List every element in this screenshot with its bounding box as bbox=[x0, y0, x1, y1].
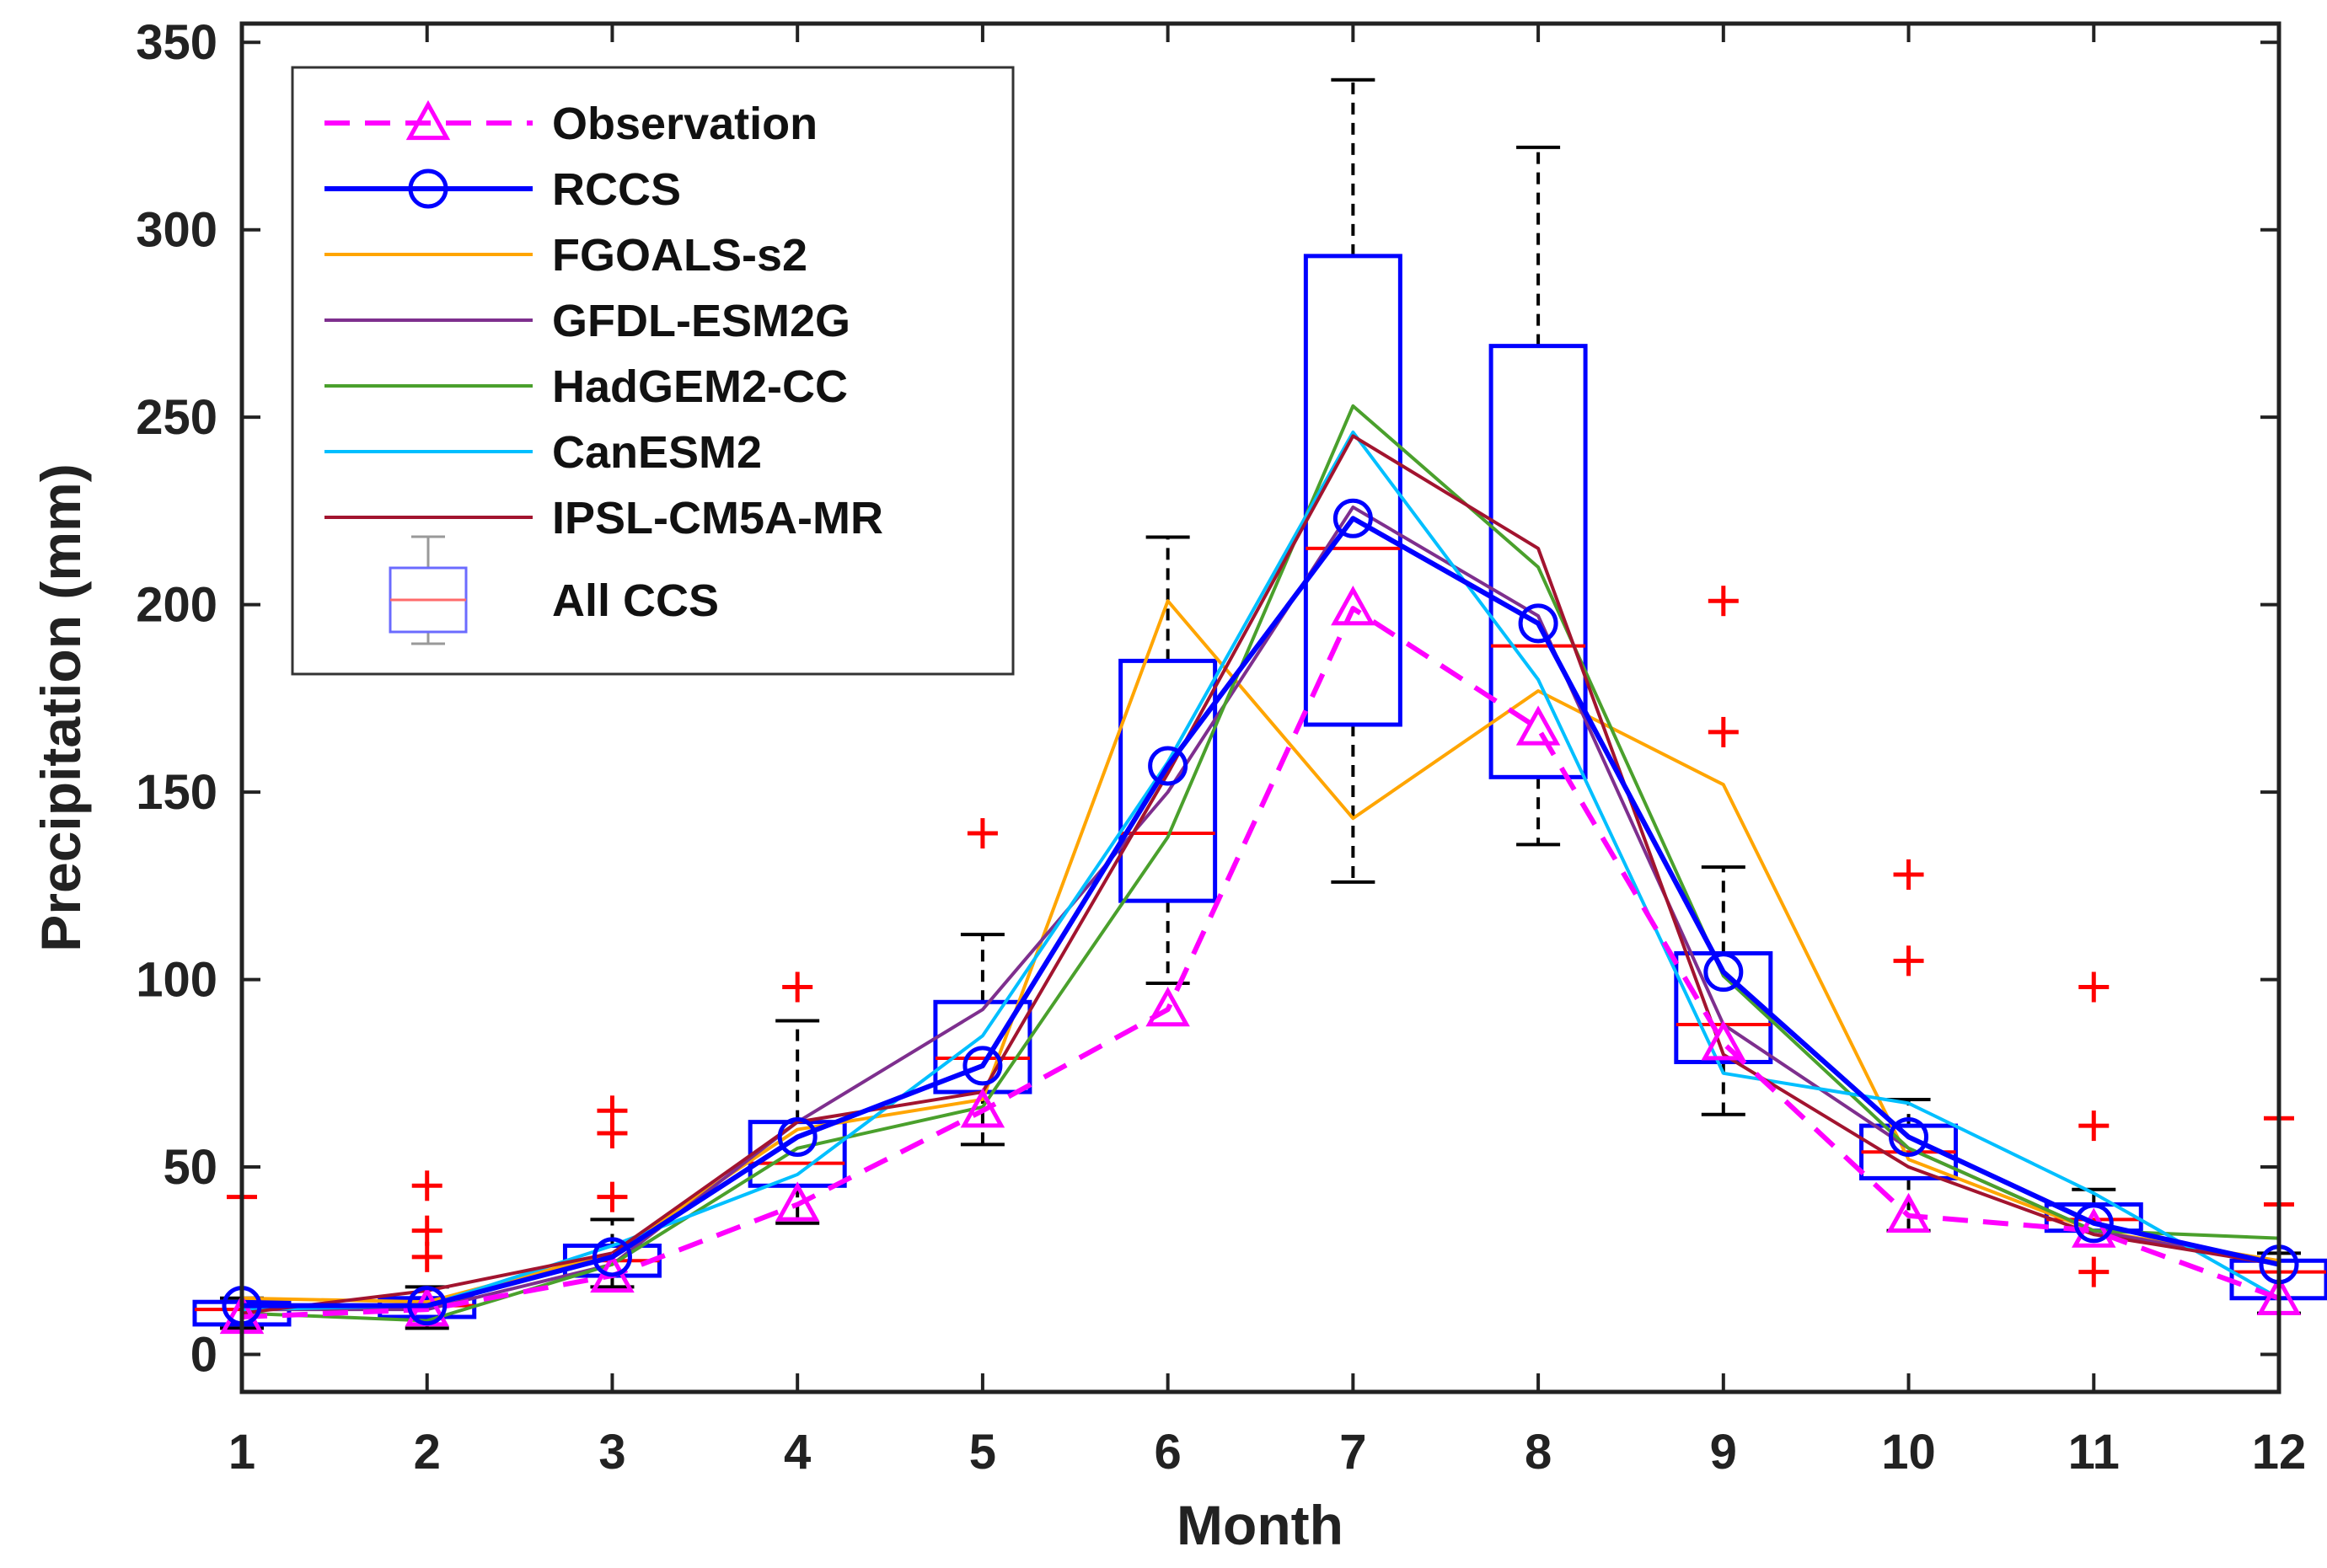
outlier-marker bbox=[1893, 859, 1924, 890]
data-point-triangle bbox=[1515, 705, 1561, 746]
boxplot-group bbox=[192, 78, 2327, 1330]
axis-ticks bbox=[240, 24, 2281, 1392]
legend-label: IPSL-CM5A-MR bbox=[552, 493, 883, 543]
legend-label: All CCS bbox=[552, 575, 719, 626]
legend-entry-hadgem2-cc: HadGEM2-CC bbox=[324, 361, 848, 412]
x-tick-label: 4 bbox=[784, 1425, 811, 1480]
outlier-marker bbox=[597, 1117, 628, 1148]
series-line bbox=[241, 606, 2281, 1320]
outlier-marker bbox=[782, 971, 813, 1003]
data-point-triangle bbox=[1886, 1192, 1931, 1233]
series-line bbox=[241, 599, 2280, 1304]
data-point-circle bbox=[1889, 1116, 1929, 1157]
box-month-8 bbox=[1488, 145, 1588, 847]
series-line bbox=[242, 516, 2280, 1308]
x-tick-label: 12 bbox=[2252, 1425, 2307, 1480]
data-point-circle bbox=[592, 1237, 632, 1277]
legend-entry-all-ccs: All CCS bbox=[389, 535, 719, 645]
data-point-triangle bbox=[775, 1181, 820, 1222]
x-axis-label: Month bbox=[1177, 1494, 1343, 1556]
outlier-marker bbox=[411, 1170, 442, 1201]
legend-label: Observation bbox=[552, 99, 818, 149]
box-iqr bbox=[1488, 344, 1588, 779]
data-point-circle bbox=[1703, 952, 1744, 993]
outlier-marker bbox=[1708, 716, 1739, 747]
x-tick-label: 6 bbox=[1155, 1425, 1182, 1480]
data-point-circle bbox=[962, 1046, 1003, 1086]
x-tick-label: 2 bbox=[414, 1425, 441, 1480]
legend-swatch-triangle bbox=[405, 99, 451, 141]
series-group bbox=[219, 404, 2302, 1335]
legend-label: GFDL-ESM2G bbox=[552, 296, 850, 346]
legend-label: CanESM2 bbox=[552, 427, 762, 478]
legend-label: FGOALS-s2 bbox=[552, 230, 807, 281]
legend-entry-observation: Observation bbox=[324, 99, 818, 149]
x-tick-label: 5 bbox=[969, 1425, 996, 1480]
x-tick-label: 8 bbox=[1525, 1425, 1552, 1480]
y-tick-label: 300 bbox=[136, 203, 217, 258]
outlier-marker bbox=[967, 818, 998, 849]
outlier-marker bbox=[1893, 945, 1924, 977]
y-tick-labels: 0 50 100 150 200 250 300 350 bbox=[136, 15, 217, 1382]
y-tick-label: 250 bbox=[136, 390, 217, 445]
data-point-circle bbox=[777, 1116, 818, 1157]
series-rccs bbox=[222, 498, 2299, 1326]
legend-swatch-circle bbox=[408, 169, 448, 209]
series-line bbox=[241, 430, 2280, 1312]
outlier-marker bbox=[2078, 1256, 2110, 1287]
outlier-marker bbox=[597, 1181, 628, 1212]
legend: Observation RCCS FGOALS-s2 GFDL-ESM2G HadGEM… bbox=[291, 66, 1015, 676]
box-month-7 bbox=[1303, 78, 1402, 884]
series-fgoals-s2 bbox=[241, 599, 2280, 1304]
data-point-circle bbox=[1518, 603, 1558, 644]
legend-entry-ipsl-cm5a-mr: IPSL-CM5A-MR bbox=[324, 493, 883, 543]
outlier-marker bbox=[411, 1241, 442, 1272]
y-tick-label: 350 bbox=[136, 15, 217, 70]
x-tick-label: 7 bbox=[1339, 1425, 1366, 1480]
data-point-circle bbox=[2073, 1203, 2114, 1244]
data-point-circle bbox=[1148, 746, 1188, 786]
plot-frame bbox=[239, 21, 2281, 1394]
series-ipsl-cm5a-mr bbox=[241, 434, 2280, 1315]
series-canesm2 bbox=[241, 430, 2280, 1312]
y-tick-label: 50 bbox=[163, 1140, 217, 1195]
legend-entry-gfdl-esm2g: GFDL-ESM2G bbox=[324, 296, 850, 346]
data-point-circle bbox=[407, 1286, 448, 1326]
x-tick-label: 10 bbox=[1881, 1425, 1936, 1480]
series-line bbox=[241, 404, 2280, 1323]
box-iqr bbox=[1118, 658, 1218, 903]
x-tick-labels: 1 2 3 4 5 6 7 8 9 10 11 12 bbox=[228, 1425, 2306, 1480]
x-tick-label: 11 bbox=[2068, 1425, 2120, 1480]
legend-box bbox=[291, 66, 1015, 676]
x-tick-label: 3 bbox=[598, 1425, 625, 1480]
outlier-marker bbox=[411, 1215, 442, 1246]
y-tick-label: 100 bbox=[136, 953, 217, 1008]
outlier-marker bbox=[1708, 586, 1739, 617]
series-hadgem2-cc bbox=[241, 404, 2280, 1323]
legend-label: RCCS bbox=[552, 164, 681, 215]
y-axis-label: Precipitation (mm) bbox=[29, 463, 92, 951]
legend-entry-fgoals-s2: FGOALS-s2 bbox=[324, 230, 807, 281]
data-point-circle bbox=[1332, 498, 1373, 538]
outlier-marker bbox=[2078, 1110, 2110, 1142]
y-tick-label: 0 bbox=[190, 1328, 217, 1383]
y-tick-label: 200 bbox=[136, 578, 217, 633]
legend-label: HadGEM2-CC bbox=[552, 361, 848, 412]
data-point-triangle bbox=[1701, 1020, 1746, 1061]
series-line bbox=[241, 434, 2280, 1315]
legend-entry-rccs: RCCS bbox=[324, 164, 681, 215]
x-tick-label: 1 bbox=[228, 1425, 255, 1480]
data-point-triangle bbox=[2072, 1207, 2116, 1248]
data-point-triangle bbox=[1145, 987, 1190, 1027]
x-tick-label: 9 bbox=[1710, 1425, 1737, 1480]
box-iqr bbox=[1303, 254, 1402, 727]
y-tick-label: 150 bbox=[136, 765, 217, 820]
outlier-marker bbox=[2078, 971, 2110, 1003]
data-point-triangle bbox=[1331, 585, 1375, 626]
legend-entry-canesm2: CanESM2 bbox=[324, 427, 762, 478]
data-point-triangle bbox=[960, 1088, 1005, 1128]
